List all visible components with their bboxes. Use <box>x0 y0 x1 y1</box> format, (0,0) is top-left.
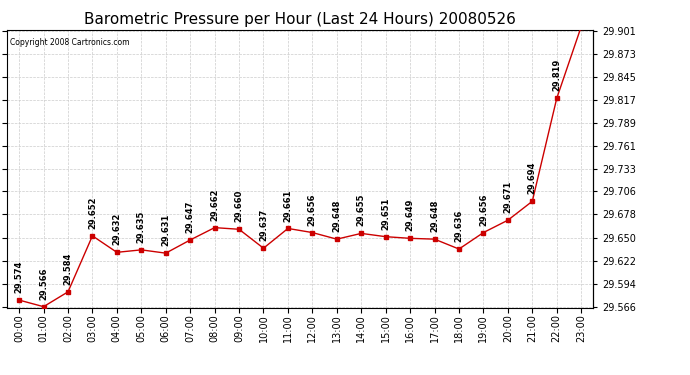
Text: 29.694: 29.694 <box>528 162 537 194</box>
Text: 29.636: 29.636 <box>455 210 464 242</box>
Text: 29.635: 29.635 <box>137 210 146 243</box>
Text: 29.631: 29.631 <box>161 214 170 246</box>
Text: 29.647: 29.647 <box>186 201 195 233</box>
Text: 29.649: 29.649 <box>406 199 415 231</box>
Text: 29.632: 29.632 <box>112 213 121 245</box>
Text: 29.651: 29.651 <box>381 197 390 230</box>
Text: 29.656: 29.656 <box>479 193 488 226</box>
Text: 29.574: 29.574 <box>14 261 23 293</box>
Text: Copyright 2008 Cartronics.com: Copyright 2008 Cartronics.com <box>10 38 129 47</box>
Text: 29.906: 29.906 <box>0 374 1 375</box>
Text: 29.648: 29.648 <box>430 200 439 232</box>
Text: 29.648: 29.648 <box>333 200 342 232</box>
Text: 29.661: 29.661 <box>284 189 293 222</box>
Text: 29.660: 29.660 <box>235 190 244 222</box>
Text: 29.662: 29.662 <box>210 188 219 220</box>
Text: 29.819: 29.819 <box>552 59 561 92</box>
Title: Barometric Pressure per Hour (Last 24 Hours) 20080526: Barometric Pressure per Hour (Last 24 Ho… <box>84 12 516 27</box>
Text: 29.637: 29.637 <box>259 209 268 241</box>
Text: 29.566: 29.566 <box>39 267 48 300</box>
Text: 29.584: 29.584 <box>63 252 72 285</box>
Text: 29.655: 29.655 <box>357 194 366 226</box>
Text: 29.671: 29.671 <box>504 181 513 213</box>
Text: 29.656: 29.656 <box>308 193 317 226</box>
Text: 29.652: 29.652 <box>88 196 97 229</box>
